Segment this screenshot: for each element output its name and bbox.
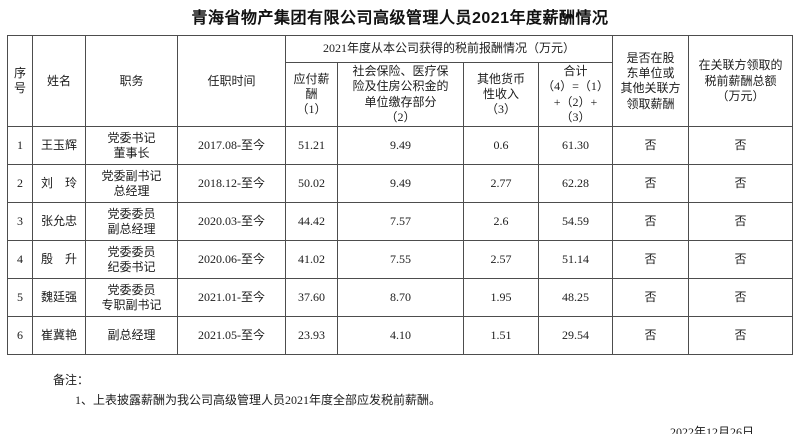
col-header-other-income: 其他货币 性收入 （3） xyxy=(463,61,539,128)
document-date: 2022年12月26日 xyxy=(669,425,754,434)
cell-total: 61.30 xyxy=(537,126,614,166)
cell-tenure: 2020.03-至今 xyxy=(177,202,286,242)
cell-other: 0.6 xyxy=(463,126,539,166)
cell-position: 党委委员 纪委书记 xyxy=(85,240,178,280)
cell-related-pay: 否 xyxy=(612,126,690,166)
cell-payable: 37.60 xyxy=(285,278,338,318)
table-row: 4 殷 升 党委委员 纪委书记 2020.06-至今 41.02 7.55 2.… xyxy=(7,240,794,280)
cell-seq: 4 xyxy=(7,240,33,280)
cell-seq: 1 xyxy=(7,126,33,166)
cell-related-amount: 否 xyxy=(688,316,794,356)
cell-seq: 5 xyxy=(7,278,33,318)
page-title: 青海省物产集团有限公司高级管理人员2021年度薪酬情况 xyxy=(191,10,609,27)
cell-related-amount: 否 xyxy=(688,202,794,242)
cell-name: 崔冀艳 xyxy=(32,316,86,356)
table-row: 5 魏廷强 党委委员 专职副书记 2021.01-至今 37.60 8.70 1… xyxy=(7,278,794,318)
cell-tenure: 2017.08-至今 xyxy=(177,126,286,166)
table-row: 1 王玉辉 党委书记 董事长 2017.08-至今 51.21 9.49 0.6… xyxy=(7,126,794,166)
cell-related-amount: 否 xyxy=(688,126,794,166)
cell-related-amount: 否 xyxy=(688,278,794,318)
cell-related-amount: 否 xyxy=(688,240,794,280)
cell-name: 魏廷强 xyxy=(32,278,86,318)
col-header-payable: 应付薪酬 （1） xyxy=(285,61,338,128)
cell-social: 7.57 xyxy=(337,202,464,242)
col-header-related-amount: 在关联方领取的 税前薪酬总额 （万元） xyxy=(688,34,794,128)
cell-social: 7.55 xyxy=(337,240,464,280)
cell-position: 副总经理 xyxy=(85,316,178,356)
cell-name: 张允忠 xyxy=(32,202,86,242)
table-row: 2 刘 玲 党委副书记 总经理 2018.12-至今 50.02 9.49 2.… xyxy=(7,164,794,204)
cell-related-pay: 否 xyxy=(612,164,690,204)
cell-total: 54.59 xyxy=(537,202,614,242)
cell-related-pay: 否 xyxy=(612,240,690,280)
col-header-tenure: 任职时间 xyxy=(177,34,286,128)
cell-seq: 6 xyxy=(7,316,33,356)
col-header-name: 姓名 xyxy=(32,34,86,128)
cell-seq: 3 xyxy=(7,202,33,242)
cell-payable: 50.02 xyxy=(285,164,338,204)
col-header-social-insurance: 社会保险、医疗保 险及住房公积金的 单位缴存部分 （2） xyxy=(337,61,464,128)
cell-total: 51.14 xyxy=(537,240,614,280)
cell-name: 刘 玲 xyxy=(32,164,86,204)
header-row-group: 序 号 姓名 职务 任职时间 2021年度从本公司获得的税前报酬情况（万元） 是… xyxy=(7,34,794,128)
col-header-related-pay: 是否在股 东单位或 其他关联方 领取薪酬 xyxy=(612,34,690,128)
header-row-sub: 应付薪酬 （1） 社会保险、医疗保 险及住房公积金的 单位缴存部分 （2） 其他… xyxy=(8,61,793,128)
cell-related-pay: 否 xyxy=(612,278,690,318)
cell-other: 2.77 xyxy=(463,164,539,204)
cell-payable: 51.21 xyxy=(285,126,338,166)
cell-total: 48.25 xyxy=(537,278,614,318)
cell-seq: 2 xyxy=(7,164,33,204)
cell-tenure: 2018.12-至今 xyxy=(177,164,286,204)
col-header-total: 合计 （4）=（1） +（2）+ （3） xyxy=(537,61,614,128)
cell-other: 2.57 xyxy=(463,240,539,280)
cell-name: 殷 升 xyxy=(32,240,86,280)
cell-name: 王玉辉 xyxy=(32,126,86,166)
cell-payable: 23.93 xyxy=(285,316,338,356)
cell-position: 党委副书记 总经理 xyxy=(85,164,178,204)
cell-tenure: 2021.01-至今 xyxy=(177,278,286,318)
col-header-pretax-group: 2021年度从本公司获得的税前报酬情况（万元） xyxy=(284,35,614,63)
cell-total: 29.54 xyxy=(537,316,614,356)
cell-payable: 44.42 xyxy=(285,202,338,242)
cell-tenure: 2020.06-至今 xyxy=(177,240,286,280)
note-item: 1、上表披露薪酬为我公司高级管理人员2021年度全部应发税前薪酬。 xyxy=(75,393,442,408)
col-header-position: 职务 xyxy=(85,34,178,128)
cell-tenure: 2021.05-至今 xyxy=(177,316,286,356)
cell-social: 4.10 xyxy=(337,316,464,356)
cell-total: 62.28 xyxy=(537,164,614,204)
cell-other: 1.51 xyxy=(463,316,539,356)
cell-social: 8.70 xyxy=(337,278,464,318)
cell-position: 党委委员 专职副书记 xyxy=(85,278,178,318)
cell-position: 党委委员 副总经理 xyxy=(85,202,178,242)
cell-related-pay: 否 xyxy=(612,316,690,356)
salary-table: 序 号 姓名 职务 任职时间 2021年度从本公司获得的税前报酬情况（万元） 是… xyxy=(7,34,794,356)
col-header-seq: 序 号 xyxy=(7,34,33,128)
cell-related-amount: 否 xyxy=(688,164,794,204)
cell-other: 1.95 xyxy=(463,278,539,318)
cell-social: 9.49 xyxy=(337,126,464,166)
table-row: 3 张允忠 党委委员 副总经理 2020.03-至今 44.42 7.57 2.… xyxy=(7,202,794,242)
table-row: 6 崔冀艳 副总经理 2021.05-至今 23.93 4.10 1.51 29… xyxy=(7,316,794,356)
cell-position: 党委书记 董事长 xyxy=(85,126,178,166)
cell-related-pay: 否 xyxy=(612,202,690,242)
cell-payable: 41.02 xyxy=(285,240,338,280)
cell-other: 2.6 xyxy=(463,202,539,242)
notes-label: 备注： xyxy=(53,373,90,388)
cell-social: 9.49 xyxy=(337,164,464,204)
